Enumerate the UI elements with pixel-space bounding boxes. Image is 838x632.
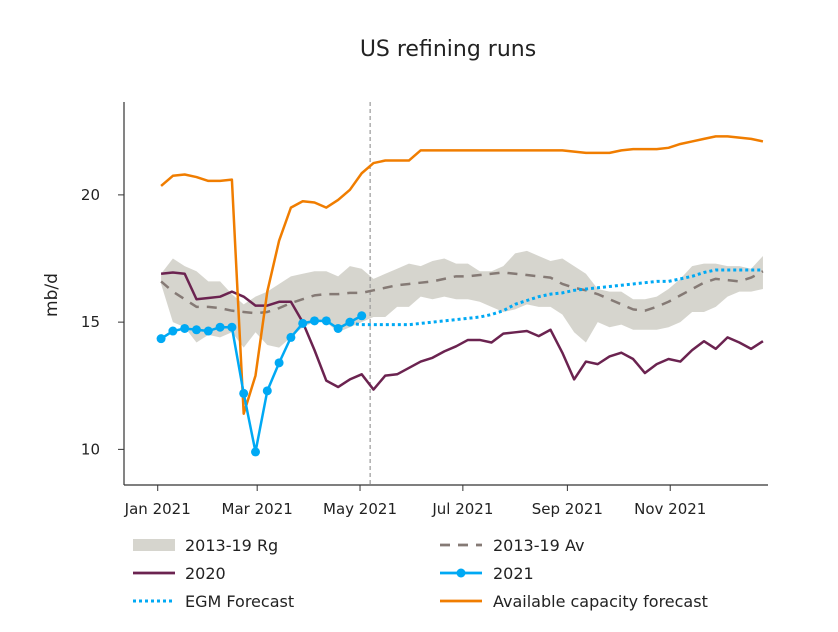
y-tick-label: 15 [81, 313, 100, 331]
legend-label-2021: 2021 [493, 564, 534, 583]
data-point-2021 [156, 334, 166, 344]
legend-label-egm-forecast: EGM Forecast [185, 592, 294, 611]
data-point-2021 [274, 358, 284, 368]
x-tick-label: Nov 2021 [634, 500, 706, 518]
data-point-2021 [168, 326, 178, 336]
legend-label-available-capacity-forecast: Available capacity forecast [493, 592, 708, 611]
band-2013-19-range [161, 250, 763, 348]
data-point-2021 [321, 316, 331, 326]
x-tick-label: Jul 2021 [431, 500, 493, 518]
y-tick-label: 20 [81, 186, 100, 204]
legend-swatch-2013-19-rg [133, 539, 175, 551]
series-line-2020 [160, 271, 764, 391]
series-line-available-capacity-forecast [160, 135, 764, 415]
data-point-2021 [215, 322, 225, 332]
series-line-egm-forecast [349, 268, 763, 327]
data-point-2021 [239, 388, 249, 398]
data-point-2021 [203, 326, 213, 336]
legend-label-2013-19-rg: 2013-19 Rg [185, 536, 278, 555]
data-point-2021 [286, 332, 296, 342]
x-tick-label: Sep 2021 [532, 500, 603, 518]
x-tick-label: Jan 2021 [124, 500, 191, 518]
series-line-2013-19-av [160, 270, 764, 315]
data-point-2021 [191, 325, 201, 335]
data-point-2021 [345, 317, 355, 327]
data-point-2021 [250, 447, 260, 457]
axes: 10 15 20 Jan 2021 Mar 2021 May 2021 Jul 2021 Se… [81, 102, 768, 518]
x-tick-label: May 2021 [323, 500, 397, 518]
data-point-2021 [227, 322, 237, 332]
y-tick-label: 10 [81, 440, 100, 458]
data-point-2021 [333, 323, 343, 333]
legend-label-2020: 2020 [185, 564, 226, 583]
legend-marker-2021 [456, 568, 466, 578]
plot-area [156, 102, 764, 485]
chart-title: US refining runs [360, 37, 536, 62]
data-point-2021 [180, 323, 190, 333]
x-tick-label: Mar 2021 [222, 500, 293, 518]
data-point-2021 [357, 311, 367, 321]
legend-label-2013-19-av: 2013-19 Av [493, 536, 584, 555]
data-point-2021 [262, 386, 272, 396]
y-axis-label: mb/d [42, 273, 62, 317]
legend: 2013-19 Rg 2013-19 Av 2020 2021 EGM Forecast… [133, 536, 708, 611]
data-point-2021 [298, 318, 308, 328]
data-point-2021 [310, 316, 320, 326]
